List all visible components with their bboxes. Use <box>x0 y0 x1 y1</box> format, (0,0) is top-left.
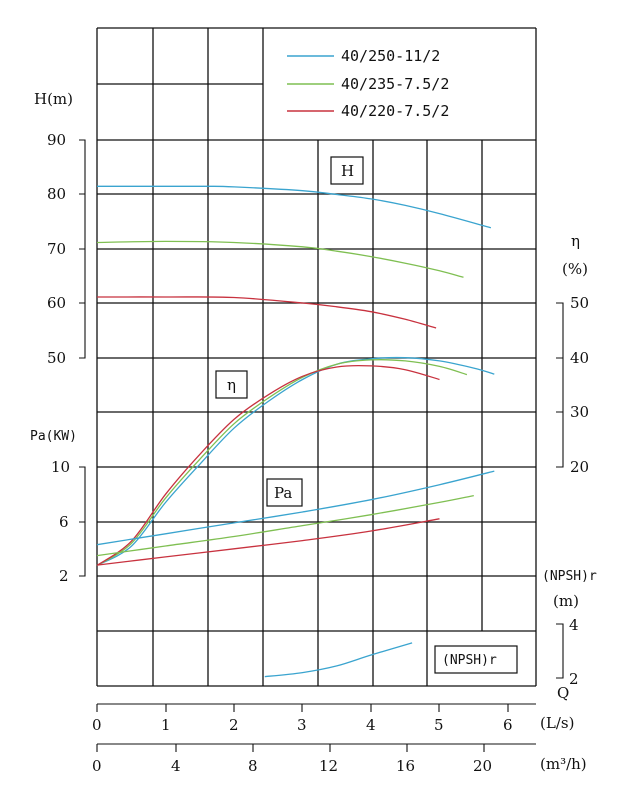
eta-curve-40-235-7-5-2 <box>96 359 468 566</box>
npsh-axis-unit: (m) <box>553 592 579 610</box>
pa-tick: 2 <box>59 567 69 585</box>
pa-label-box <box>266 478 303 507</box>
eta-tick: 20 <box>570 458 589 476</box>
ls-tick: 3 <box>297 716 307 734</box>
legend: 40/250-11/2 40/235-7.5/2 40/220-7.5/2 <box>287 47 449 120</box>
h-tick: 90 <box>47 131 66 149</box>
pa-axis-label: Pa(KW) <box>30 429 77 444</box>
h-label-box <box>330 156 364 185</box>
ls-tick: 5 <box>434 716 444 734</box>
ls-tick: 2 <box>229 716 239 734</box>
left-axes: H(m) 90 80 70 60 50 Pa(KW) 10 6 2 <box>30 90 86 585</box>
pa-curve-40-220-7-5-2 <box>96 518 440 566</box>
ls-tick: 0 <box>92 716 102 734</box>
eta-label-box <box>215 370 248 399</box>
m3h-tick: 4 <box>171 757 181 775</box>
eta-tick: 40 <box>570 349 589 367</box>
bottom-axes: Q 0 1 2 3 4 5 6 (L/s) 0 4 8 12 16 20 (m³… <box>92 684 587 775</box>
m3h-tick: 12 <box>319 757 338 775</box>
grid <box>96 27 537 687</box>
ls-tick: 1 <box>161 716 171 734</box>
h-tick: 50 <box>47 349 66 367</box>
eta-axis-unit: (%) <box>562 260 588 278</box>
q-label: Q <box>557 684 569 702</box>
curves <box>96 185 495 678</box>
h-curve-40-220-7-5-2 <box>96 296 437 329</box>
m3h-tick: 8 <box>248 757 258 775</box>
ls-axis-line <box>96 703 536 712</box>
eta-axis-bracket <box>556 302 564 468</box>
pa-label: Pa <box>274 484 292 502</box>
npsh-curve-40-250-11-2 <box>264 642 413 678</box>
eta-curve-40-220-7-5-2 <box>96 364 440 566</box>
h-tick: 60 <box>47 294 66 312</box>
h-curve-40-235-7-5-2 <box>96 240 464 278</box>
npsh-tick: 2 <box>569 670 579 688</box>
ls-tick: 4 <box>366 716 376 734</box>
pa-axis-bracket <box>79 466 86 577</box>
npsh-axis-bracket <box>556 623 564 679</box>
h-axis-label: H(m) <box>34 90 73 108</box>
h-curve-40-250-11-2 <box>96 185 492 229</box>
eta-tick: 50 <box>570 294 589 312</box>
h-tick: 80 <box>47 185 66 203</box>
m3h-tick: 0 <box>92 757 102 775</box>
npsh-label-box <box>434 645 518 674</box>
h-label: H <box>341 162 354 180</box>
m3h-axis-line <box>96 743 536 752</box>
legend-label: 40/235-7.5/2 <box>341 75 449 93</box>
legend-label: 40/220-7.5/2 <box>341 102 449 120</box>
pa-curve-40-235-7-5-2 <box>96 494 474 557</box>
h-tick: 70 <box>47 240 66 258</box>
m3h-tick: 20 <box>473 757 492 775</box>
npsh-tick: 4 <box>569 616 579 634</box>
pa-tick: 10 <box>51 458 70 476</box>
pa-tick: 6 <box>59 513 69 531</box>
m3h-axis-label: (m³/h) <box>540 755 587 773</box>
eta-tick: 30 <box>570 403 589 421</box>
ls-ticks: 0 1 2 3 4 5 6 <box>92 716 513 734</box>
panel-labels: H η Pa (NPSH)r <box>215 156 518 674</box>
m3h-tick: 16 <box>396 757 415 775</box>
right-axes: η (%) 50 40 30 20 (NPSH)r (m) 4 2 <box>542 232 597 688</box>
eta-axis-label: η <box>571 232 580 250</box>
legend-label: 40/250-11/2 <box>341 47 440 65</box>
pa-curve-40-250-11-2 <box>96 470 495 546</box>
ls-tick: 6 <box>503 716 513 734</box>
h-axis-bracket <box>79 139 86 359</box>
eta-label: η <box>227 376 236 394</box>
m3h-ticks: 0 4 8 12 16 20 <box>92 757 492 775</box>
ls-axis-label: (L/s) <box>540 714 574 732</box>
npsh-label: (NPSH)r <box>442 653 497 668</box>
npsh-axis-label: (NPSH)r <box>542 569 597 584</box>
eta-curve-40-250-11-2 <box>96 356 495 566</box>
